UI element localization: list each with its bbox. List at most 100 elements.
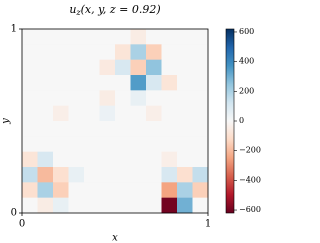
colorbar-tick-label: −400 (239, 175, 261, 184)
chart-title: uz(x, y, z = 0.92) (69, 3, 160, 17)
heatmap-cell (68, 44, 85, 60)
heatmap-cell (192, 197, 209, 214)
heatmap-cell (22, 182, 38, 198)
heatmap-cell (53, 151, 69, 168)
heatmap-cell (177, 136, 193, 152)
heatmap-cell (37, 44, 54, 60)
heatmap-cell (68, 151, 85, 168)
heatmap-cell (130, 90, 147, 106)
heatmap-cell (177, 151, 193, 168)
heatmap-cell (161, 121, 178, 137)
heatmap-cell (192, 59, 209, 76)
heatmap-cell (22, 121, 38, 137)
heatmap-cell (115, 75, 131, 91)
heatmap-cell (68, 167, 85, 183)
heatmap-cell (161, 90, 178, 106)
heatmap-cell (130, 59, 147, 76)
heatmap-cell (84, 197, 100, 214)
heatmap-cell (37, 105, 54, 122)
heatmap-cell (130, 197, 147, 214)
colorbar-tick-label: 600 (239, 27, 254, 36)
heatmap-cell (22, 29, 38, 45)
heatmap-cell (130, 75, 147, 91)
heatmap-cell (146, 167, 162, 183)
colorbar-tick-label: 400 (239, 57, 254, 66)
chart: uz(x, y, z = 0.92) x y 0 1 0 1 −600 −400 −200 0… (1, 3, 261, 243)
heatmap-cell (161, 136, 178, 152)
heatmap-cell (130, 182, 147, 198)
heatmap-cell (192, 90, 209, 106)
heatmap-cell (84, 90, 100, 106)
heatmap-cell (37, 121, 54, 137)
x-tick-label: 1 (205, 219, 211, 230)
heatmap-cell (22, 105, 38, 122)
heatmap-cell (53, 29, 69, 45)
heatmap-cell (161, 182, 178, 198)
heatmap-cell (84, 29, 100, 45)
heatmap-cell (115, 44, 131, 60)
heatmap-cell (161, 29, 178, 45)
heatmap-cell (161, 59, 178, 76)
colorbar-tick-label: 0 (239, 116, 244, 125)
heatmap-cell (22, 44, 38, 60)
heatmap-cell (53, 75, 69, 91)
heatmap-cell (146, 182, 162, 198)
heatmap-cell (146, 75, 162, 91)
heatmap-cell (192, 29, 209, 45)
heatmap-cell (37, 182, 54, 198)
heatmap-cell (115, 182, 131, 198)
heatmap-cell (99, 182, 116, 198)
heatmap-cell (192, 136, 209, 152)
heatmap-cell (115, 151, 131, 168)
heatmap-cell (192, 105, 209, 122)
heatmap-cell (53, 105, 69, 122)
heatmap-cell (37, 151, 54, 168)
heatmap-cell (130, 44, 147, 60)
heatmap-cell (99, 44, 116, 60)
heatmap-cell (22, 59, 38, 76)
heatmap-cell (53, 121, 69, 137)
heatmap-cell (177, 121, 193, 137)
heatmap-cell (68, 29, 85, 45)
colorbar-tick-label: 200 (239, 86, 254, 95)
heatmap-cell (37, 75, 54, 91)
y-axis-label: y (1, 118, 12, 125)
heatmap-cell (177, 44, 193, 60)
heatmap-cell (22, 167, 38, 183)
heatmap-cell (68, 105, 85, 122)
heatmap-cell (115, 90, 131, 106)
heatmap-cell (177, 90, 193, 106)
heatmap-cell (68, 197, 85, 214)
heatmap-cell (68, 90, 85, 106)
heatmap-cell (99, 105, 116, 122)
heatmap-cell (84, 44, 100, 60)
heatmap-cell (68, 75, 85, 91)
colorbar (225, 28, 235, 214)
heatmap-cell (130, 136, 147, 152)
heatmap-cell (177, 167, 193, 183)
heatmap-cell (146, 59, 162, 76)
heatmap-cell (37, 29, 54, 45)
heatmap-cell (99, 167, 116, 183)
heatmap-cell (146, 197, 162, 214)
heatmap-cell (161, 75, 178, 91)
heatmap-cell (53, 44, 69, 60)
heatmap-cell (53, 182, 69, 198)
colorbar-tick-label: −600 (239, 205, 261, 214)
heatmap-cell (84, 105, 100, 122)
heatmap-cell (99, 151, 116, 168)
heatmap-cell (161, 167, 178, 183)
heatmap-cell (68, 121, 85, 137)
heatmap-cell (146, 121, 162, 137)
heatmap-cell (161, 105, 178, 122)
heatmap-cell (146, 44, 162, 60)
heatmap-cell (192, 151, 209, 168)
heatmap-cell (192, 75, 209, 91)
heatmap-cell (192, 121, 209, 137)
heatmap-cell (99, 136, 116, 152)
heatmap-cell (84, 167, 100, 183)
heatmap-cell (22, 197, 38, 214)
heatmap-cell (68, 182, 85, 198)
heatmap-cell (99, 29, 116, 45)
plot-frame (21, 28, 209, 214)
